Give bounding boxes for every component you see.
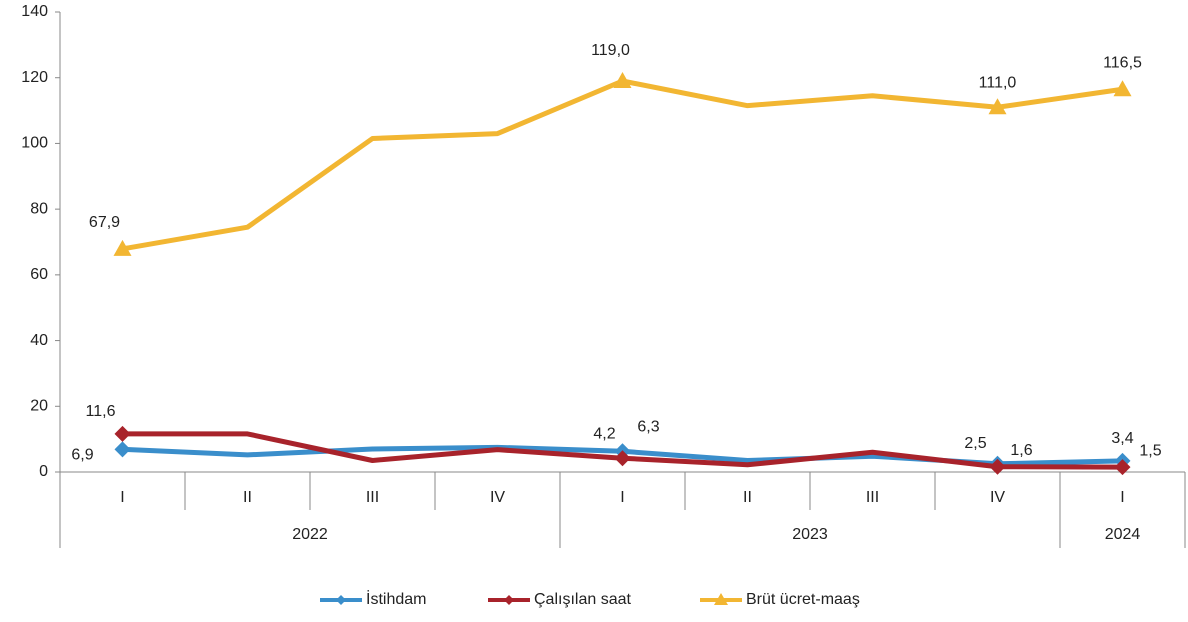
y-tick-label: 120	[21, 69, 48, 86]
y-tick-label: 60	[30, 266, 48, 283]
point-marker	[114, 425, 131, 442]
point-marker	[1114, 459, 1131, 476]
data-label: 4,2	[593, 425, 615, 442]
x-tick-label: III	[366, 489, 379, 506]
data-label: 11,6	[86, 403, 116, 420]
point-marker	[613, 72, 632, 88]
legend-marker	[504, 595, 514, 605]
data-label: 111,0	[979, 75, 1017, 92]
series-line	[122, 78, 1123, 252]
data-label: 6,3	[637, 419, 659, 436]
data-label: 1,6	[1010, 442, 1032, 459]
y-tick-label: 0	[39, 463, 48, 480]
legend-label: Çalışılan saat	[534, 591, 631, 608]
data-label: 1,5	[1139, 442, 1161, 459]
y-tick-label: 40	[30, 332, 48, 349]
point-marker	[113, 239, 132, 256]
data-label: 6,9	[71, 447, 93, 464]
data-label: 3,4	[1111, 430, 1133, 447]
point-marker	[614, 450, 631, 467]
data-label: 116,5	[1103, 54, 1142, 71]
point-marker	[114, 441, 131, 458]
y-tick-label: 100	[21, 135, 48, 152]
x-tick-label: II	[243, 489, 252, 506]
x-tick-label: I	[120, 489, 124, 506]
point-marker	[988, 98, 1007, 115]
data-label: 2,5	[964, 435, 986, 452]
x-tick-label: III	[866, 489, 879, 506]
y-tick-label: 20	[30, 398, 48, 415]
legend-marker	[714, 593, 728, 605]
data-label: 119,0	[591, 42, 630, 59]
x-tick-label: IV	[990, 489, 1005, 506]
data-label: 67,9	[89, 214, 120, 231]
x-tick-label: IV	[490, 489, 505, 506]
point-marker	[1113, 80, 1132, 97]
x-tick-label: I	[620, 489, 624, 506]
group-label: 2023	[792, 526, 828, 543]
y-tick-label: 140	[21, 3, 48, 20]
point-marker	[989, 458, 1006, 475]
legend-label: Brüt ücret-maaş	[746, 591, 860, 608]
group-label: 2022	[292, 526, 328, 543]
x-tick-label: I	[1120, 489, 1124, 506]
x-tick-label: II	[743, 489, 752, 506]
group-label: 2024	[1105, 526, 1141, 543]
y-tick-label: 80	[30, 200, 48, 217]
legend-marker	[336, 595, 346, 605]
legend-label: İstihdam	[366, 589, 426, 608]
